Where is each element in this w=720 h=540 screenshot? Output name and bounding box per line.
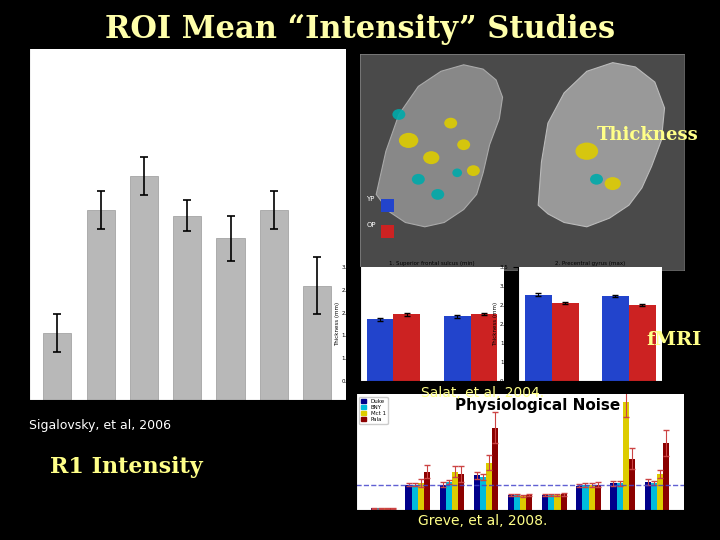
Bar: [602, 296, 629, 400]
Bar: [405, 484, 412, 510]
Bar: [651, 483, 657, 510]
Bar: [525, 294, 552, 400]
Bar: [377, 509, 384, 510]
Bar: [440, 484, 446, 510]
Ellipse shape: [575, 143, 598, 160]
Bar: [576, 486, 582, 510]
Text: Sigalovsky, et al, 2006: Sigalovsky, et al, 2006: [29, 418, 171, 431]
Ellipse shape: [423, 151, 439, 164]
Bar: [629, 305, 656, 400]
Bar: [542, 495, 548, 510]
X-axis label: Regions of Interest: Regions of Interest: [148, 424, 227, 433]
Text: ROI Mean “Intensity” Studies: ROI Mean “Intensity” Studies: [105, 14, 615, 45]
Bar: [418, 483, 424, 510]
Bar: [663, 443, 669, 510]
Bar: [424, 471, 430, 510]
Bar: [412, 484, 418, 510]
Bar: [43, 333, 71, 540]
Bar: [480, 477, 486, 510]
Ellipse shape: [605, 177, 621, 190]
Bar: [394, 314, 420, 403]
Ellipse shape: [452, 168, 462, 177]
Bar: [366, 320, 394, 403]
Bar: [381, 199, 394, 212]
PathPatch shape: [376, 65, 503, 227]
Bar: [548, 495, 554, 510]
Bar: [260, 210, 288, 540]
Bar: [588, 485, 595, 510]
Bar: [372, 509, 377, 510]
Bar: [616, 483, 623, 510]
Y-axis label: Thickness (mm): Thickness (mm): [493, 302, 498, 346]
Ellipse shape: [431, 189, 444, 200]
Bar: [173, 215, 202, 540]
Bar: [623, 402, 629, 510]
Bar: [552, 303, 579, 400]
Bar: [595, 484, 600, 510]
Bar: [526, 495, 533, 510]
Bar: [492, 428, 498, 510]
Bar: [474, 475, 480, 510]
Y-axis label: Thickness (mm): Thickness (mm): [335, 302, 340, 346]
Title: 2. Precentral gyrus (max): 2. Precentral gyrus (max): [555, 260, 626, 266]
Bar: [217, 238, 245, 540]
PathPatch shape: [539, 63, 665, 227]
Text: Salat, et al, 2004.: Salat, et al, 2004.: [420, 386, 544, 400]
Text: Thickness: Thickness: [597, 126, 698, 144]
Text: fMRI: fMRI: [647, 331, 702, 349]
Bar: [611, 483, 616, 510]
Bar: [452, 471, 458, 510]
Bar: [486, 463, 492, 510]
Text: Physiological Noise: Physiological Noise: [455, 397, 620, 413]
Ellipse shape: [392, 109, 405, 120]
Bar: [381, 225, 394, 238]
Ellipse shape: [444, 118, 457, 129]
Legend: Duke, BNY, Mct 1, Pala: Duke, BNY, Mct 1, Pala: [359, 397, 387, 424]
Title: Gray Matter R1: Gray Matter R1: [150, 38, 225, 48]
Bar: [629, 458, 635, 510]
Title: 1. Superior frontal sulcus (min): 1. Superior frontal sulcus (min): [390, 260, 474, 266]
Bar: [644, 482, 651, 510]
Text: R1 Intensity: R1 Intensity: [50, 456, 203, 478]
Bar: [554, 495, 560, 510]
Bar: [444, 316, 470, 403]
Bar: [130, 176, 158, 540]
Bar: [521, 496, 526, 510]
Ellipse shape: [457, 139, 470, 150]
Ellipse shape: [412, 174, 425, 185]
Text: Greve, et al, 2008.: Greve, et al, 2008.: [418, 514, 547, 528]
Ellipse shape: [467, 165, 480, 176]
Text: OP: OP: [366, 222, 376, 228]
Ellipse shape: [590, 174, 603, 185]
Bar: [508, 495, 514, 510]
Bar: [560, 494, 567, 510]
Text: YP: YP: [366, 196, 375, 202]
Bar: [446, 482, 452, 510]
Bar: [458, 474, 464, 510]
Bar: [657, 474, 663, 510]
Bar: [384, 509, 390, 510]
Bar: [86, 210, 114, 540]
Ellipse shape: [399, 133, 418, 148]
Bar: [514, 495, 521, 510]
Bar: [470, 314, 498, 403]
Bar: [303, 286, 331, 540]
Bar: [582, 485, 588, 510]
Bar: [390, 509, 396, 510]
